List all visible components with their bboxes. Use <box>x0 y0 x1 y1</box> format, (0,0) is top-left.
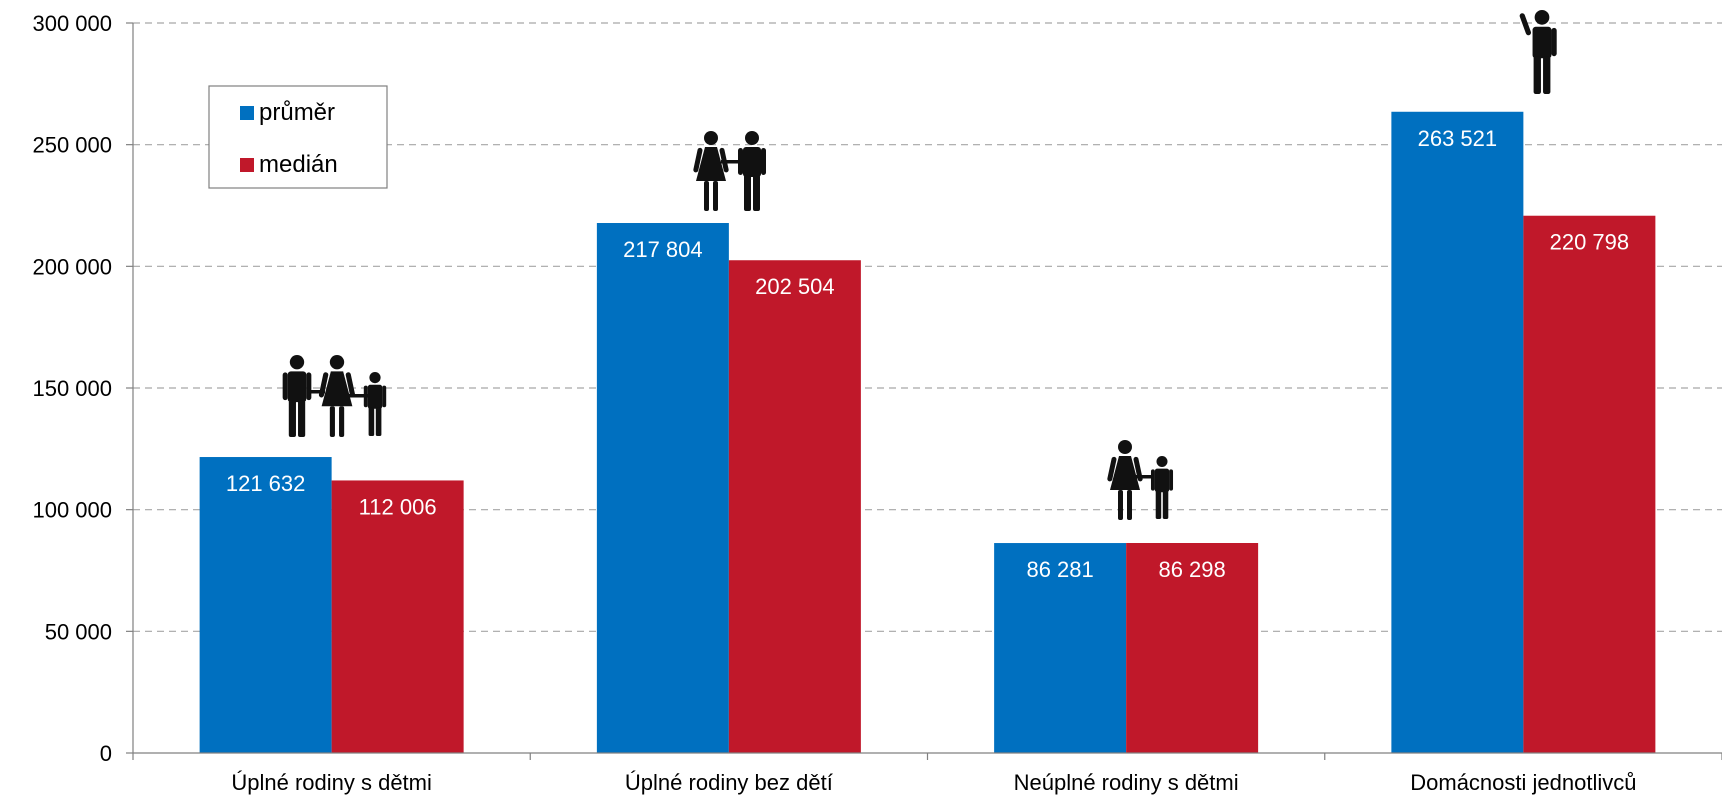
family-two-adults-child-icon <box>282 355 387 437</box>
holding-hands <box>349 394 368 398</box>
couple-icon <box>693 131 766 211</box>
y-tick-label: 50 000 <box>45 619 112 644</box>
y-tick-label: 150 000 <box>32 376 112 401</box>
woman-figure <box>318 355 356 437</box>
bar-median <box>728 260 861 753</box>
woman-figure <box>693 131 729 211</box>
y-tick-label: 250 000 <box>32 133 112 158</box>
bars <box>199 111 1656 754</box>
x-category-label: Úplné rodiny bez dětí <box>625 770 833 795</box>
x-category-label: Domácnosti jednotlivců <box>1410 770 1636 795</box>
data-label: 217 804 <box>623 237 703 262</box>
bar-median <box>1126 543 1259 753</box>
legend-label: průměr <box>259 99 335 126</box>
legend-label: medián <box>259 151 338 178</box>
man-figure <box>738 131 766 211</box>
y-tick-label: 200 000 <box>32 254 112 279</box>
bar-prumer <box>1391 111 1524 753</box>
man-figure <box>282 355 312 437</box>
adult-with-child-icon <box>1107 440 1174 520</box>
holding-hands <box>721 160 741 164</box>
category-icons <box>282 10 1557 520</box>
bar-prumer <box>596 223 729 754</box>
x-category-label: Úplné rodiny s dětmi <box>231 770 432 795</box>
waving-man-figure <box>1519 10 1557 94</box>
data-label: 86 298 <box>1158 557 1225 582</box>
y-tick-label: 0 <box>100 741 112 766</box>
legend: průměr medián <box>208 85 388 189</box>
y-axis: 0 50 000 100 000 150 000 200 000 250 000 300 0… <box>32 11 134 766</box>
holding-hands <box>308 390 325 394</box>
man-figure <box>363 372 387 436</box>
man-figure <box>1150 456 1174 519</box>
legend-swatch <box>240 106 254 120</box>
x-axis: Úplné rodiny s dětmi Úplné rodiny bez dět… <box>132 752 1722 795</box>
data-label: 220 798 <box>1550 230 1630 255</box>
bar-median <box>1523 215 1656 754</box>
data-label: 263 521 <box>1418 126 1498 151</box>
data-label: 86 281 <box>1026 557 1093 582</box>
data-labels: 121 632 112 006 217 804 202 504 86 281 86 298… <box>226 126 1629 582</box>
bar-prumer <box>994 543 1127 753</box>
x-category-label: Neúplné rodiny s dětmi <box>1014 770 1239 795</box>
data-label: 112 006 <box>359 494 437 519</box>
bar-prumer <box>199 457 332 753</box>
bar-median <box>331 480 464 753</box>
y-tick-label: 300 000 <box>32 11 112 36</box>
legend-swatch <box>240 158 254 172</box>
legend-box <box>208 85 388 189</box>
single-person-icon <box>1519 10 1557 94</box>
data-label: 202 504 <box>755 274 835 299</box>
y-tick-label: 100 000 <box>32 498 112 523</box>
data-label: 121 632 <box>226 471 306 496</box>
woman-figure <box>1107 440 1143 520</box>
holding-hands <box>1136 475 1154 479</box>
